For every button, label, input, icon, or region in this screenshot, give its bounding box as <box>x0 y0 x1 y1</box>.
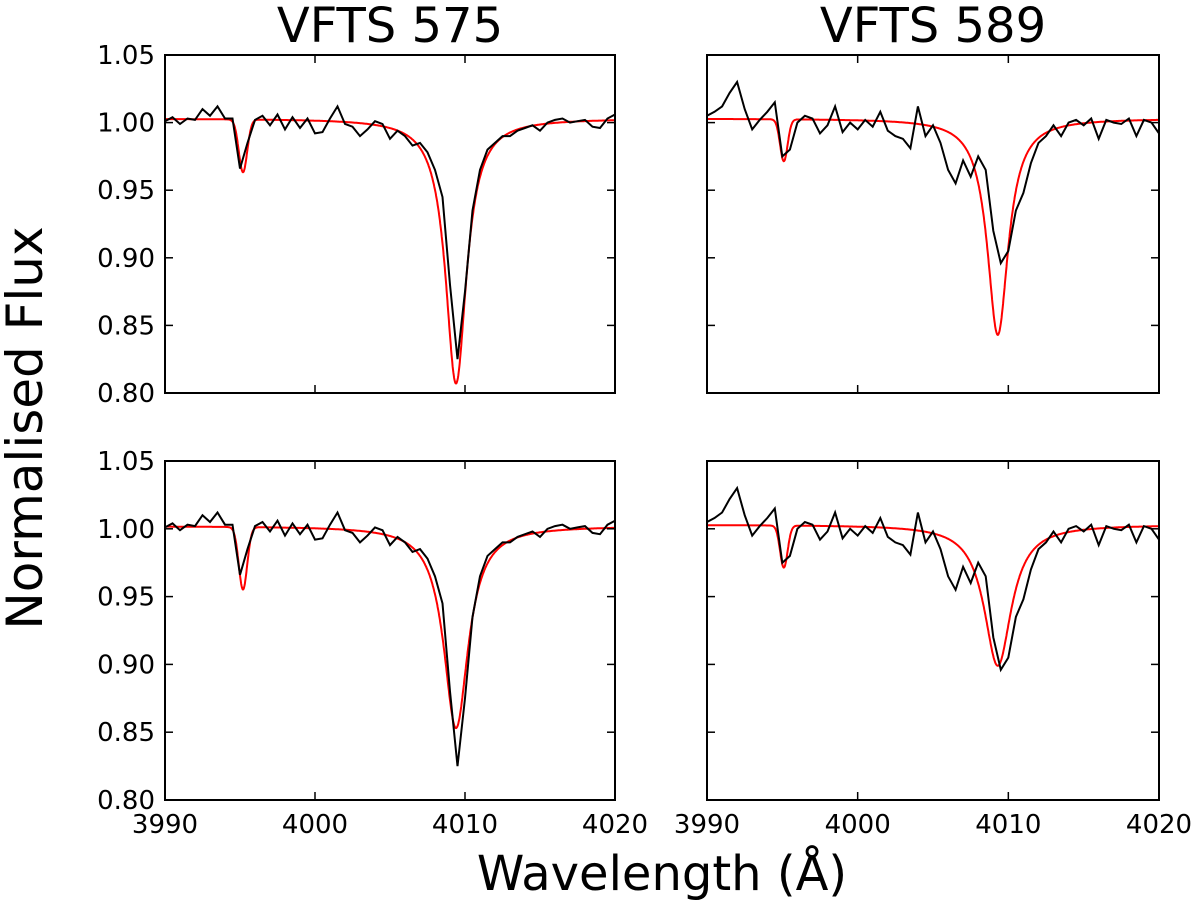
x-tick-label: 4000 <box>282 810 348 840</box>
panel-vfts-575-bottom: 0.80 0.85 0.90 0.95 1.00 1.05 3990 4000 4010 4020 <box>97 447 648 840</box>
panel-vfts-575-top: 0.80 0.85 0.90 0.95 1.00 1.05 <box>97 41 616 409</box>
x-tick-label: 3990 <box>674 810 740 840</box>
observed-spectrum-line <box>707 79 1159 266</box>
x-tick-label: 4020 <box>582 810 648 840</box>
axes-frame <box>164 54 616 394</box>
observed-spectrum-line <box>165 510 615 767</box>
x-axis-label: Wavelength (Å) <box>477 845 847 902</box>
y-tick-label: 1.05 <box>97 447 155 477</box>
panel-vfts-589-top <box>706 54 1160 394</box>
y-tick-label: 1.00 <box>97 109 155 139</box>
y-tick-label: 0.90 <box>97 650 155 680</box>
x-tick-label: 3990 <box>132 810 198 840</box>
axes-frame <box>706 54 1160 394</box>
panel-title-vfts-589: VFTS 589 <box>820 0 1046 54</box>
y-tick-label: 0.95 <box>97 583 155 613</box>
observed-spectrum-line <box>707 485 1159 673</box>
y-tick-label: 0.95 <box>97 176 155 206</box>
axes-frame <box>706 460 1160 801</box>
x-tick-label: 4000 <box>825 810 891 840</box>
y-axis-label: Normalised Flux <box>0 226 54 629</box>
y-tick-label: 0.80 <box>97 379 155 409</box>
y-tick-label: 0.85 <box>97 311 155 341</box>
y-tick-label: 1.05 <box>97 41 155 71</box>
y-tick-label: 0.85 <box>97 718 155 748</box>
model-line <box>707 524 1159 667</box>
model-line <box>165 118 615 385</box>
y-tick-label: 0.80 <box>97 786 155 816</box>
x-tick-label: 4010 <box>432 810 498 840</box>
observed-spectrum-line <box>165 104 615 360</box>
model-line <box>165 525 615 730</box>
y-tick-label: 0.90 <box>97 244 155 274</box>
model-line <box>707 118 1159 337</box>
panel-vfts-589-bottom: 3990 4000 4010 4020 <box>674 460 1192 840</box>
panel-title-vfts-575: VFTS 575 <box>277 0 503 54</box>
axes-frame <box>164 460 616 801</box>
x-tick-label: 4010 <box>975 810 1041 840</box>
x-tick-label: 4020 <box>1126 810 1192 840</box>
y-tick-label: 1.00 <box>97 515 155 545</box>
